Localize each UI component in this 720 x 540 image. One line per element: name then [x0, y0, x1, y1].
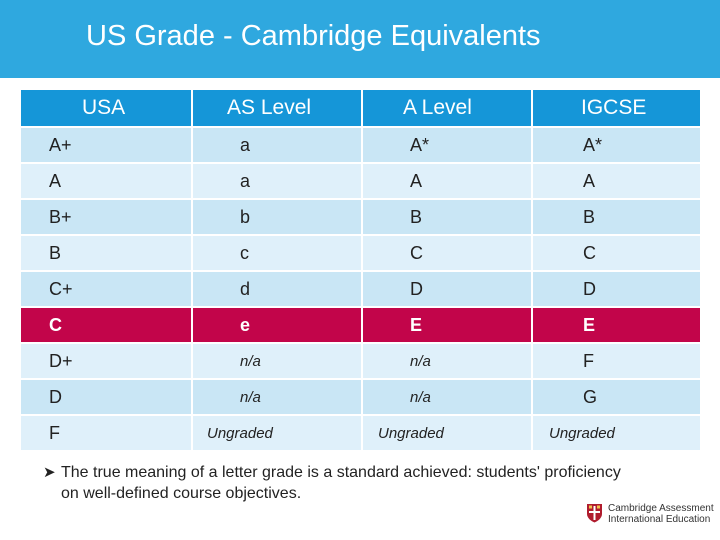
table-row: C+ d D D [21, 270, 700, 306]
table-cell: C [531, 236, 700, 270]
table-cell: n/a [191, 380, 361, 414]
table-cell: A* [361, 128, 531, 162]
table-row: B c C C [21, 234, 700, 270]
header-cell: A Level [361, 90, 531, 126]
table-cell: D [531, 272, 700, 306]
table-cell: C+ [49, 278, 73, 299]
table-header-row: USA AS Level A Level IGCSE [21, 90, 700, 126]
header-cell: IGCSE [531, 90, 700, 126]
table-cell: A [49, 170, 62, 191]
table-cell: a [191, 164, 361, 198]
table-cell: G [531, 380, 700, 414]
table-cell: D [49, 386, 62, 407]
table-cell: e [191, 308, 361, 342]
table-cell: B [361, 200, 531, 234]
table-row: B+ b B B [21, 198, 700, 234]
table-cell: A+ [49, 134, 72, 155]
note-bullet: ➤ The true meaning of a letter grade is … [43, 462, 643, 504]
table-cell: Ungraded [361, 416, 531, 450]
table-cell: B+ [49, 206, 72, 227]
table-cell: a [191, 128, 361, 162]
table-cell: D+ [49, 350, 73, 371]
cambridge-shield-icon [587, 504, 602, 523]
title-bar: US Grade - Cambridge Equivalents [0, 0, 720, 78]
table-cell: Ungraded [531, 416, 700, 450]
table-row: D n/a n/a G [21, 378, 700, 414]
table-row-highlighted: C e E E [21, 306, 700, 342]
table-cell: F [531, 344, 700, 378]
table-cell: B [531, 200, 700, 234]
table-cell: c [191, 236, 361, 270]
table-cell: F [49, 422, 60, 443]
header-cell: USA [82, 96, 126, 119]
table-cell: D [361, 272, 531, 306]
note-text: The true meaning of a letter grade is a … [61, 464, 621, 502]
logo-text-line1: Cambridge Assessment [608, 503, 714, 514]
table-cell: B [49, 242, 62, 263]
grade-equivalents-table: USA AS Level A Level IGCSE A+ a A* A* A … [21, 90, 700, 450]
table-row: A a A A [21, 162, 700, 198]
table-cell: n/a [191, 344, 361, 378]
table-cell: A [361, 164, 531, 198]
table-cell: n/a [361, 380, 531, 414]
table-cell: E [361, 308, 531, 342]
page-title: US Grade - Cambridge Equivalents [86, 20, 541, 52]
table-cell: A [531, 164, 700, 198]
table-row: D+ n/a n/a F [21, 342, 700, 378]
table-cell: b [191, 200, 361, 234]
table-cell: C [361, 236, 531, 270]
table-row: A+ a A* A* [21, 126, 700, 162]
header-cell: AS Level [191, 90, 361, 126]
table-row: F Ungraded Ungraded Ungraded [21, 414, 700, 450]
table-cell: C [49, 314, 62, 335]
cambridge-logo: Cambridge Assessment International Educa… [586, 503, 720, 527]
table-cell: d [191, 272, 361, 306]
table-cell: n/a [361, 344, 531, 378]
table-cell: E [531, 308, 700, 342]
logo-text-line2: International Education [608, 514, 711, 525]
arrow-bullet-icon: ➤ [43, 464, 56, 481]
table-cell: Ungraded [191, 416, 361, 450]
table-cell: A* [531, 128, 700, 162]
